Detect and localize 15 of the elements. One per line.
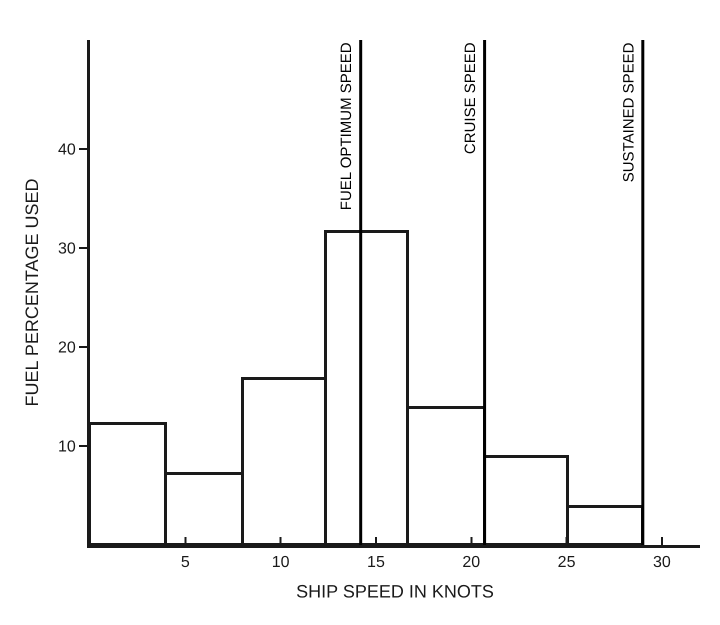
x-axis-title: SHIP SPEED IN KNOTS [296,581,494,602]
y-tick-label: 20 [58,340,76,357]
y-tick-label: 10 [58,438,76,456]
x-tick-label: 30 [652,554,671,572]
y-axis-title: FUEL PERCENTAGE USED [22,178,42,407]
ref-line-label: SUSTAINED SPEED [620,42,638,182]
y-tick-label: 40 [58,142,76,159]
ref-line-label: FUEL OPTIMUM SPEED [338,42,356,210]
x-tick-label: 5 [180,554,190,572]
ref-line-label: CRUISE SPEED [462,42,480,154]
x-tick-label: 25 [558,554,576,572]
x-tick-label: 15 [367,554,385,572]
y-tick-label: 30 [58,240,76,258]
x-tick-label: 20 [462,554,480,572]
x-tick-label: 10 [272,554,290,572]
